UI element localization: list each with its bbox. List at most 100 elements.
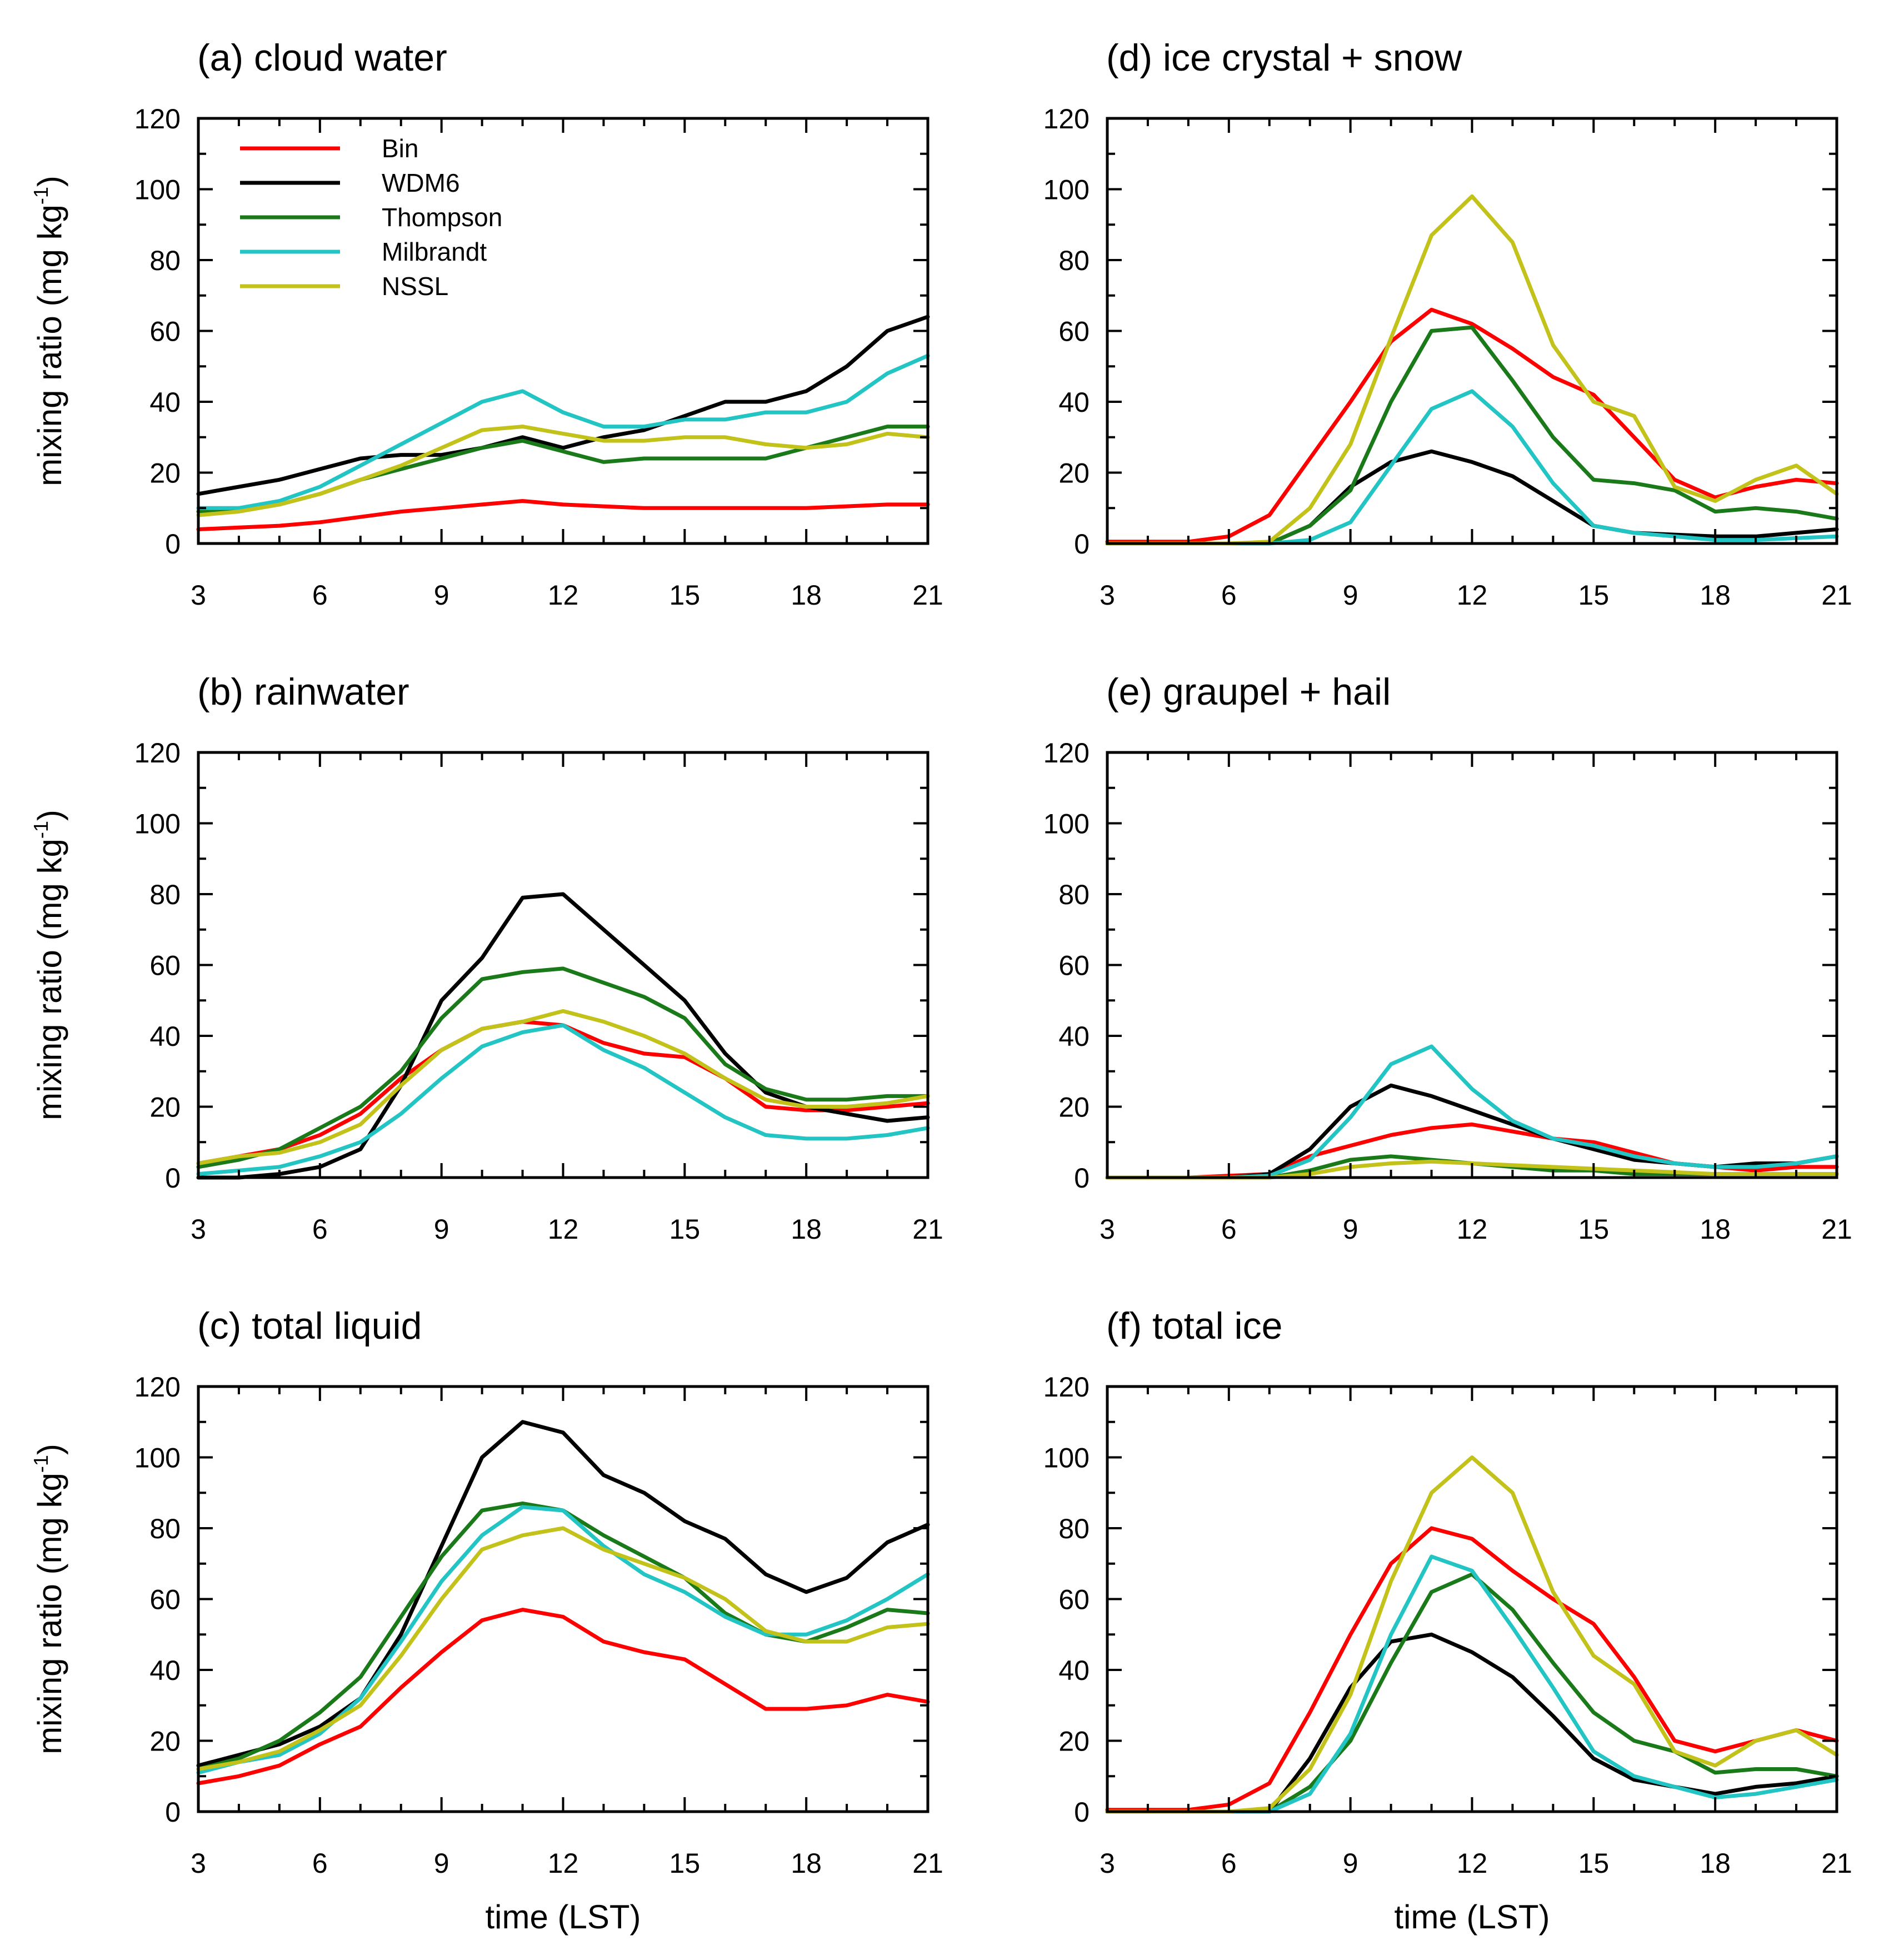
- y-tick-label: 80: [149, 245, 181, 276]
- y-tick-label: 40: [149, 1655, 181, 1686]
- x-tick-label: 3: [1100, 1214, 1115, 1245]
- x-tick-label: 15: [1578, 1214, 1610, 1245]
- y-tick-label: 100: [1043, 809, 1090, 840]
- y-tick-label: 40: [1058, 1021, 1090, 1052]
- x-tick-label: 15: [1578, 580, 1610, 611]
- x-tick-label: 3: [191, 1214, 206, 1245]
- panel-title: (b) rainwater: [197, 671, 409, 713]
- x-tick-label: 3: [191, 580, 206, 611]
- legend-label: Milbrandt: [382, 237, 487, 266]
- x-tick-label: 6: [312, 1848, 328, 1879]
- y-tick-label: 100: [1043, 1443, 1090, 1474]
- y-tick-label: 80: [1058, 1513, 1090, 1544]
- x-tick-label: 6: [312, 1214, 328, 1245]
- series-line-milbrandt: [196, 1505, 930, 1775]
- x-tick-label: 3: [1100, 580, 1115, 611]
- y-tick-label: 120: [134, 103, 181, 134]
- x-tick-label: 12: [1457, 1848, 1488, 1879]
- plot-frame: [197, 751, 929, 1179]
- y-tick-label: 60: [149, 950, 181, 981]
- series-line-nssl: [196, 1009, 930, 1165]
- y-tick-label: 60: [1058, 316, 1090, 347]
- y-tick-label: 0: [1074, 1797, 1090, 1828]
- y-tick-label: 120: [1043, 737, 1090, 769]
- panel-2: (d) ice crystal + snow 3 6 9 12 15 18 21 0 20 40 60…: [1043, 37, 1852, 611]
- y-tick-label: 80: [149, 879, 181, 910]
- y-tick-label: 20: [149, 1726, 181, 1757]
- x-tick-label: 18: [791, 580, 822, 611]
- y-axis-label: mixing ratio (mg kg-1): [29, 810, 68, 1120]
- x-tick-label: 18: [1700, 580, 1731, 611]
- y-tick-label: 0: [1074, 1163, 1090, 1194]
- x-tick-label: 9: [1343, 1848, 1358, 1879]
- plot-frame: [1106, 751, 1838, 1179]
- y-tick-label: 120: [134, 1371, 181, 1403]
- y-tick-label: 20: [1058, 458, 1090, 489]
- x-tick-label: 21: [912, 1214, 943, 1245]
- legend-label: Thompson: [382, 203, 502, 232]
- x-tick-label: 12: [548, 1214, 579, 1245]
- legend-label: Bin: [382, 134, 418, 163]
- x-tick-label: 6: [1221, 1214, 1237, 1245]
- series-line-wdm6: [196, 1420, 930, 1768]
- y-tick-label: 80: [1058, 245, 1090, 276]
- y-tick-label: 20: [1058, 1726, 1090, 1757]
- series-line-wdm6: [1105, 1632, 1839, 1814]
- series-line-nssl: [1105, 194, 1839, 546]
- x-tick-label: 21: [1821, 1848, 1852, 1879]
- series-line-nssl: [196, 425, 930, 517]
- y-tick-label: 120: [1043, 1371, 1090, 1403]
- legend: Bin WDM6 Thompson Milbrandt NSSL: [240, 134, 502, 301]
- y-tick-label: 0: [165, 528, 181, 560]
- x-tick-label: 21: [912, 1848, 943, 1879]
- series-line-wdm6: [196, 315, 930, 496]
- x-tick-label: 3: [191, 1848, 206, 1879]
- panel-5: (c) total liquid 3 6 9 12 15 18 21 0 20 40 60 80 100 1…: [29, 1305, 943, 1936]
- x-tick-label: 21: [1821, 580, 1852, 611]
- y-tick-label: 80: [1058, 879, 1090, 910]
- series-line-milbrandt: [196, 353, 930, 510]
- x-tick-label: 9: [1343, 1214, 1358, 1245]
- x-tick-label: 9: [434, 1214, 449, 1245]
- series-line-milbrandt: [1105, 389, 1839, 546]
- x-tick-label: 12: [1457, 580, 1488, 611]
- x-tick-label: 15: [669, 1214, 701, 1245]
- panel-title: (a) cloud water: [197, 37, 447, 79]
- x-axis-label: time (LST): [485, 1898, 641, 1936]
- series-line-bin: [196, 1608, 930, 1786]
- x-tick-label: 18: [791, 1214, 822, 1245]
- x-tick-label: 18: [1700, 1848, 1731, 1879]
- series-line-thompson: [196, 966, 930, 1169]
- x-tick-label: 6: [312, 580, 328, 611]
- series-line-nssl: [196, 1526, 930, 1771]
- y-tick-label: 100: [134, 1443, 181, 1474]
- y-tick-label: 120: [134, 737, 181, 769]
- x-tick-label: 3: [1100, 1848, 1115, 1879]
- series-line-nssl: [1105, 1455, 1839, 1814]
- series-line-bin: [196, 1020, 930, 1165]
- y-tick-label: 20: [149, 458, 181, 489]
- panel-3: (b) rainwater 3 6 9 12 15 18 21 0 20 40 60 80 100 120 m…: [29, 671, 943, 1245]
- x-tick-label: 6: [1221, 580, 1237, 611]
- y-tick-label: 20: [1058, 1092, 1090, 1123]
- series-line-thompson: [1105, 1572, 1839, 1814]
- legend-label: WDM6: [382, 168, 460, 197]
- y-tick-label: 100: [134, 809, 181, 840]
- y-tick-label: 100: [134, 174, 181, 206]
- x-axis-label: time (LST): [1394, 1898, 1550, 1936]
- x-tick-label: 18: [791, 1848, 822, 1879]
- x-tick-label: 6: [1221, 1848, 1237, 1879]
- y-tick-label: 60: [1058, 950, 1090, 981]
- y-tick-label: 60: [1058, 1584, 1090, 1615]
- x-tick-label: 12: [548, 580, 579, 611]
- legend-label: NSSL: [382, 272, 448, 301]
- y-tick-label: 40: [1058, 1655, 1090, 1686]
- plot-frame: [1106, 117, 1838, 545]
- x-tick-label: 12: [548, 1848, 579, 1879]
- y-tick-label: 40: [1058, 387, 1090, 418]
- x-tick-label: 9: [1343, 580, 1358, 611]
- series-line-bin: [196, 499, 930, 531]
- x-tick-label: 15: [1578, 1848, 1610, 1879]
- y-tick-label: 60: [149, 1584, 181, 1615]
